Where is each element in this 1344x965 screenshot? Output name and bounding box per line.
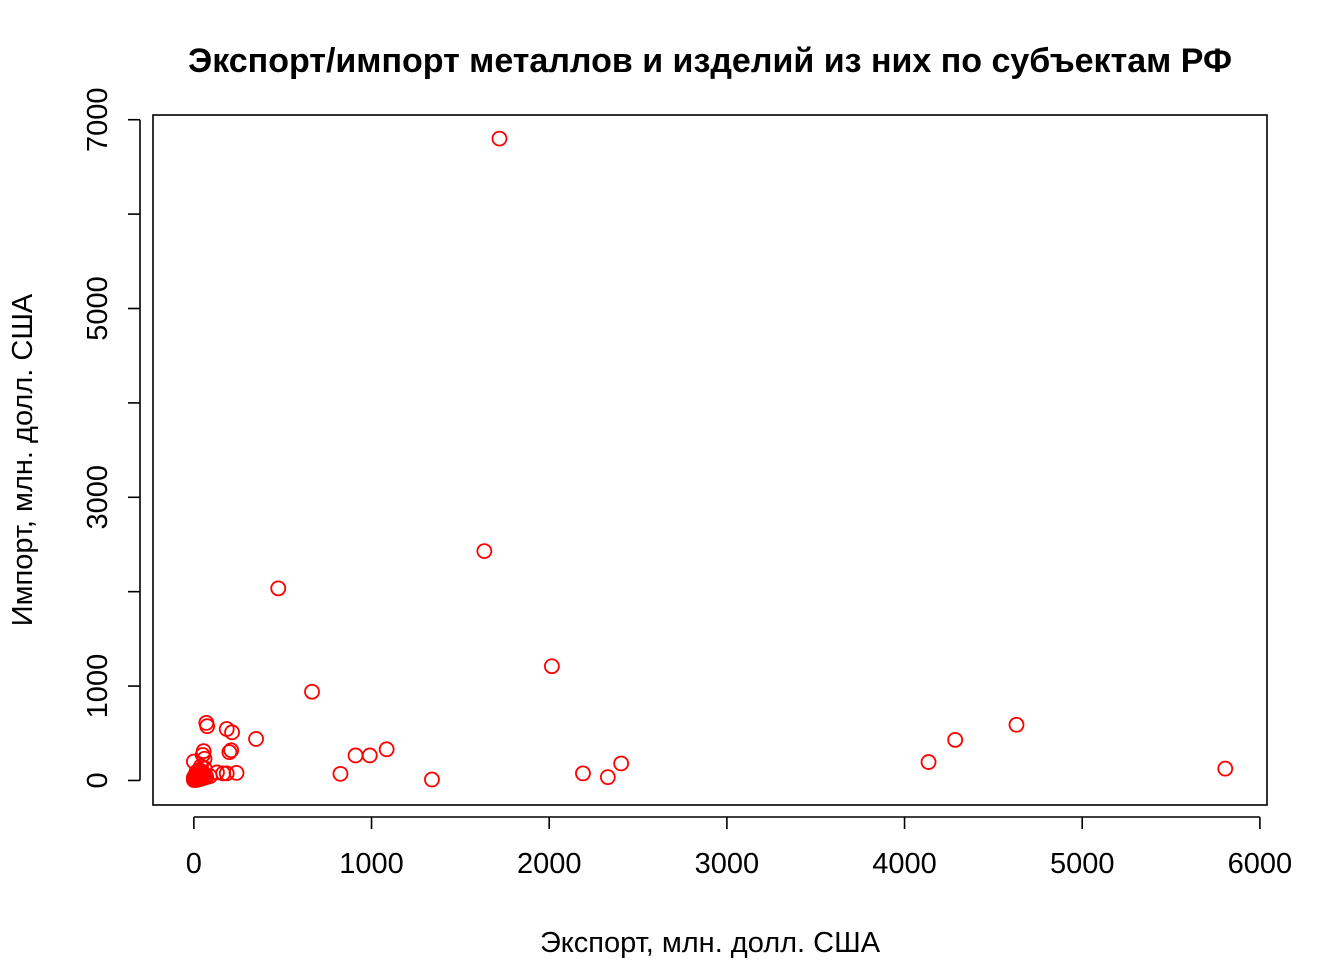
data-point <box>491 130 508 147</box>
data-point <box>187 771 204 788</box>
x-tick-label: 0 <box>186 848 202 880</box>
data-point <box>613 755 630 772</box>
y-axis: 0 1000 3000 5000 7000 <box>82 87 141 789</box>
y-tick-label: 0 <box>82 772 114 788</box>
y-axis-label: Импорт, млн. долл. США <box>7 293 39 626</box>
data-point <box>199 718 216 735</box>
data-point <box>304 683 320 700</box>
data-point <box>378 741 395 758</box>
chart-title: Экспорт/импорт металлов и изделий из них… <box>188 42 1232 80</box>
data-point <box>476 543 493 559</box>
data-point <box>424 771 440 788</box>
data-point <box>543 658 560 675</box>
data-point <box>575 765 591 782</box>
data-point <box>599 769 616 786</box>
x-tick-label: 2000 <box>517 848 582 880</box>
data-point <box>221 744 238 761</box>
x-tick-label: 6000 <box>1228 848 1293 880</box>
x-axis-label: Экспорт, млн. долл. США <box>540 927 881 959</box>
x-tick-label: 3000 <box>695 848 760 880</box>
x-tick-label: 4000 <box>872 848 937 880</box>
y-tick-label: 7000 <box>82 87 114 152</box>
data-point <box>920 754 937 770</box>
data-point <box>198 769 215 786</box>
data-point <box>224 724 240 741</box>
data-point <box>347 747 364 764</box>
data-point <box>223 742 240 759</box>
plot-frame <box>152 114 1268 806</box>
x-tick-label: 1000 <box>339 848 404 880</box>
data-point <box>361 747 378 764</box>
y-tick-label: 1000 <box>82 654 114 719</box>
data-point <box>1217 760 1234 777</box>
y-tick-label: 5000 <box>82 276 114 341</box>
data-point <box>270 580 287 597</box>
y-tick-label: 3000 <box>82 465 114 530</box>
data-point <box>1008 716 1025 733</box>
data-points <box>185 130 1234 788</box>
data-point <box>248 731 264 747</box>
x-axis: 0 1000 2000 3000 4000 5000 6000 <box>186 816 1293 880</box>
data-point <box>947 731 964 748</box>
x-tick-label: 5000 <box>1050 848 1115 880</box>
data-point <box>332 765 349 782</box>
